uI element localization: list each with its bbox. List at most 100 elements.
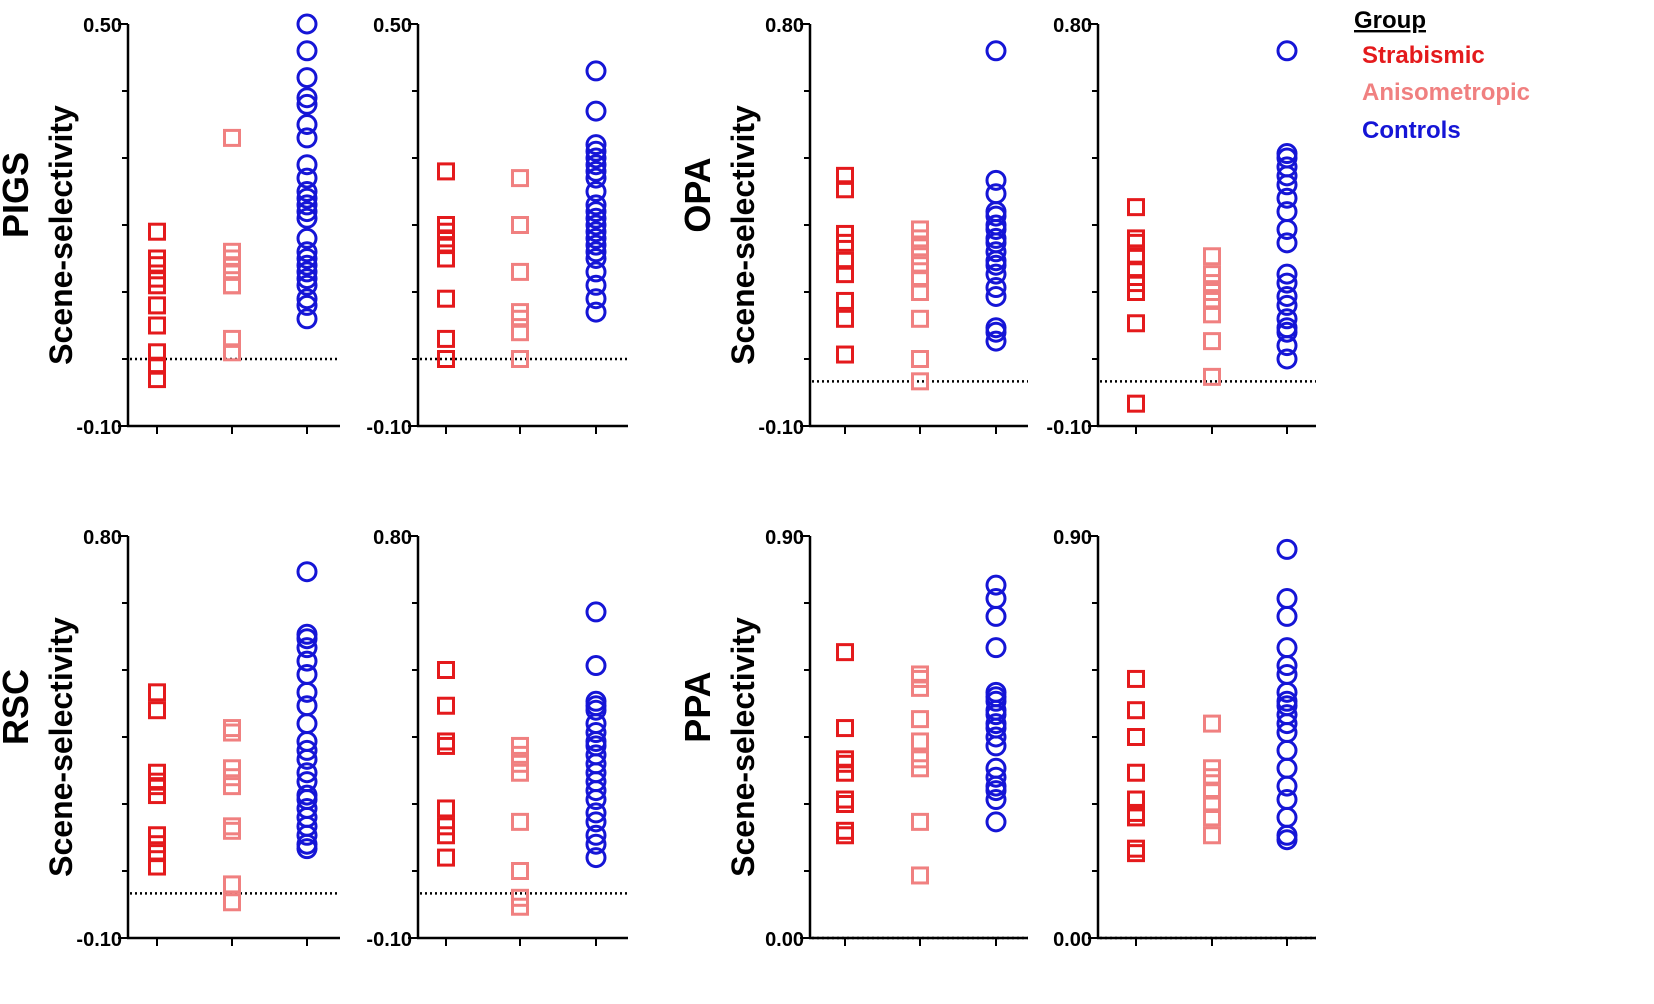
point-controls xyxy=(1276,187,1298,209)
point-strabismic xyxy=(836,763,854,782)
point-controls xyxy=(585,207,607,229)
point-strabismic xyxy=(1127,247,1145,266)
point-controls xyxy=(1276,263,1298,285)
point-controls xyxy=(985,574,1007,596)
point-controls xyxy=(585,780,607,802)
point-strabismic xyxy=(1127,233,1145,252)
point-strabismic xyxy=(148,222,166,241)
point-controls xyxy=(985,285,1007,307)
point-strabismic xyxy=(148,701,166,720)
point-controls xyxy=(585,847,607,869)
y-tick-label-bottom: -0.10 xyxy=(366,417,412,439)
y-tick-label-bottom: -0.10 xyxy=(366,929,412,951)
point-anisometropic xyxy=(511,309,529,328)
point-anisometropic xyxy=(223,875,241,894)
point-controls xyxy=(585,288,607,310)
point-controls xyxy=(985,766,1007,788)
point-controls xyxy=(296,187,318,209)
y-axis-label: Scene-selectivity xyxy=(725,105,761,365)
point-controls xyxy=(585,134,607,156)
point-controls xyxy=(296,308,318,330)
point-controls xyxy=(985,218,1007,240)
point-controls xyxy=(296,40,318,62)
legend: Group Strabismic Anisometropic Controls xyxy=(1354,7,1530,144)
point-strabismic xyxy=(148,343,166,362)
point-strabismic xyxy=(836,291,854,310)
point-strabismic xyxy=(836,643,854,662)
point-strabismic xyxy=(437,736,455,755)
point-anisometropic xyxy=(1203,332,1221,351)
point-controls xyxy=(1276,681,1298,703)
point-controls xyxy=(296,748,318,770)
point-anisometropic xyxy=(511,897,529,916)
point-controls xyxy=(296,650,318,672)
point-controls xyxy=(1276,806,1298,828)
point-controls xyxy=(585,722,607,744)
point-controls xyxy=(585,154,607,176)
region-title: PPA xyxy=(677,671,718,742)
point-controls xyxy=(585,181,607,202)
point-strabismic xyxy=(1127,790,1145,809)
point-strabismic xyxy=(437,162,455,181)
point-controls xyxy=(985,205,1007,227)
point-strabismic xyxy=(836,826,854,845)
y-tick-label-bottom: 0.00 xyxy=(1053,929,1092,951)
point-strabismic xyxy=(148,276,166,295)
point-strabismic xyxy=(437,249,455,268)
point-strabismic xyxy=(148,683,166,702)
point-anisometropic xyxy=(1203,305,1221,324)
point-anisometropic xyxy=(511,169,529,188)
point-controls xyxy=(296,637,318,659)
y-tick-label-top: 0.90 xyxy=(765,527,804,549)
point-strabismic xyxy=(437,732,455,751)
point-strabismic xyxy=(1127,763,1145,782)
point-controls xyxy=(985,789,1007,811)
point-controls xyxy=(296,628,318,650)
panel-rsc-right: 0.80 -0.10 xyxy=(366,527,628,951)
point-controls xyxy=(296,248,318,269)
point-anisometropic xyxy=(911,350,929,368)
point-controls xyxy=(296,695,318,717)
point-anisometropic xyxy=(911,732,929,751)
point-strabismic xyxy=(437,799,455,818)
point-controls xyxy=(985,263,1007,285)
point-controls xyxy=(985,183,1007,205)
point-controls xyxy=(296,93,318,115)
point-anisometropic xyxy=(1203,768,1221,787)
point-controls xyxy=(1276,321,1298,343)
point-controls xyxy=(985,690,1007,712)
point-controls xyxy=(296,713,318,735)
point-anisometropic xyxy=(1203,781,1221,800)
legend-item-anisometropic: Anisometropic xyxy=(1362,79,1530,106)
point-strabismic xyxy=(1127,808,1145,827)
point-anisometropic xyxy=(511,216,529,234)
point-controls xyxy=(296,154,318,176)
y-tick-label-bottom: -0.10 xyxy=(758,417,804,439)
point-strabismic xyxy=(836,719,854,738)
point-controls xyxy=(585,699,607,721)
point-controls xyxy=(585,274,607,296)
point-controls xyxy=(585,248,607,269)
panel-opa-right: 0.80 -0.10 xyxy=(1046,15,1316,439)
point-strabismic xyxy=(148,356,166,375)
point-controls xyxy=(1276,789,1298,811)
point-controls xyxy=(296,201,318,223)
point-anisometropic xyxy=(511,323,529,342)
point-anisometropic xyxy=(1203,367,1221,386)
point-anisometropic xyxy=(911,812,929,831)
point-anisometropic xyxy=(223,343,241,362)
point-controls xyxy=(296,167,318,189)
point-controls xyxy=(1276,174,1298,196)
point-controls xyxy=(296,181,318,202)
point-anisometropic xyxy=(223,128,241,147)
point-anisometropic xyxy=(511,262,529,281)
point-strabismic xyxy=(836,233,854,252)
point-controls xyxy=(1276,538,1298,560)
point-controls xyxy=(1276,218,1298,240)
point-controls xyxy=(585,60,607,82)
point-strabismic xyxy=(836,795,854,813)
point-controls xyxy=(985,277,1007,299)
point-controls xyxy=(985,704,1007,726)
point-anisometropic xyxy=(223,817,241,836)
